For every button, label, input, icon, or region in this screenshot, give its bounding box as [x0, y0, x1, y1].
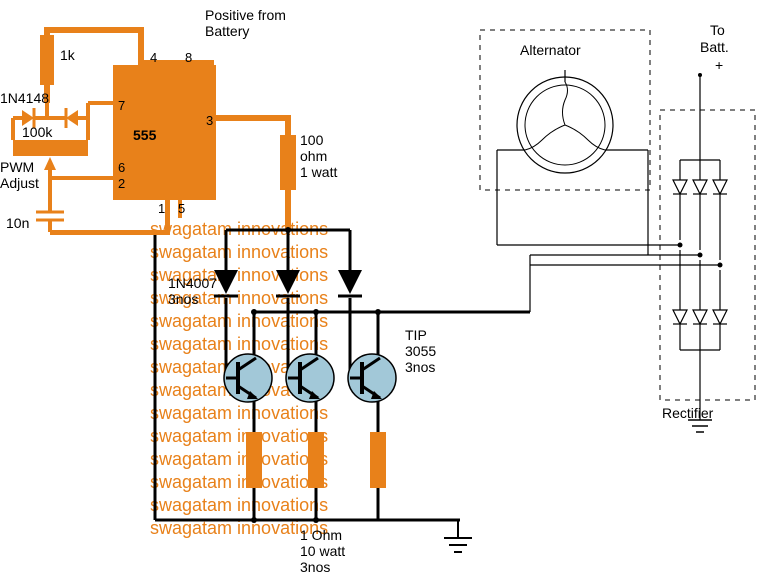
label-10n: 10n	[6, 215, 29, 231]
rectifier-diodes-top	[673, 105, 727, 260]
label-555: 555	[133, 127, 157, 143]
pin-1: 1	[158, 201, 165, 216]
label-1n4007-a: 1N4007	[168, 275, 217, 291]
resistor-1k	[40, 35, 54, 85]
label-rectifier: Rectifier	[662, 405, 714, 421]
label-100k: 100k	[22, 124, 53, 140]
ground-symbol-main	[444, 520, 472, 552]
label-100-a: 100	[300, 132, 324, 148]
label-1n4148: 1N4148	[0, 90, 49, 106]
label-1ohm-a: 1 Ohm	[300, 527, 342, 543]
wire-orange	[285, 190, 291, 230]
transistor-tip3055-3	[348, 354, 396, 402]
label-1ohm-c: 3nos	[300, 559, 330, 575]
label-alternator: Alternator	[520, 42, 581, 58]
transistor-tip3055-2	[286, 354, 334, 402]
label-pwm: PWM	[0, 159, 34, 175]
wire-orange	[50, 230, 170, 235]
ic-555-body	[113, 65, 216, 200]
resistor-1ohm-1	[246, 432, 262, 488]
label-battery: Battery	[205, 23, 249, 39]
pin-6: 6	[118, 160, 125, 175]
pin-8: 8	[185, 50, 192, 65]
resistor-1ohm-3	[370, 432, 386, 488]
resistor-1ohm-2	[308, 432, 324, 488]
label-100-c: 1 watt	[300, 164, 337, 180]
pin-2: 2	[118, 176, 125, 191]
alternator-to-rectifier-wires	[497, 150, 720, 312]
to-batt-node	[698, 73, 702, 77]
diode-1n4007-2	[276, 270, 300, 296]
pin-7: 7	[118, 98, 125, 113]
pin-4: 4	[150, 50, 157, 65]
label-plus: +	[715, 57, 723, 73]
diode-1n4007-1	[214, 270, 238, 296]
wire-orange	[285, 115, 291, 135]
wire-orange	[165, 200, 170, 235]
transistor-tip3055-1	[224, 354, 272, 402]
pot-100k	[13, 140, 88, 156]
label-tip3055-b: 3055	[405, 343, 436, 359]
label-batt: Batt.	[700, 39, 729, 55]
label-1n4007-b: 3nos	[168, 291, 198, 307]
resistor-100ohm	[280, 135, 296, 190]
pin-3: 3	[206, 113, 213, 128]
label-100-b: ohm	[300, 148, 327, 164]
diode-1n4007-3	[338, 270, 362, 296]
label-tip3055-a: TIP	[405, 327, 427, 343]
wire-orange	[216, 115, 291, 121]
label-tip3055-c: 3nos	[405, 359, 435, 375]
circuit-svg: Positive from Battery 1k 1N4148 100k PWM…	[0, 0, 775, 582]
wire-orange	[138, 27, 144, 65]
wire-orange	[44, 27, 144, 33]
label-adjust: Adjust	[0, 175, 39, 191]
label-to: To	[710, 22, 725, 38]
pin-5: 5	[178, 201, 185, 216]
ground-symbol-rectifier	[688, 420, 712, 432]
label-1ohm-b: 10 watt	[300, 543, 345, 559]
rectifier-diodes-bottom	[673, 250, 727, 420]
label-1k: 1k	[60, 47, 76, 63]
label-positive-from: Positive from	[205, 7, 286, 23]
capacitor-10n	[36, 200, 64, 232]
